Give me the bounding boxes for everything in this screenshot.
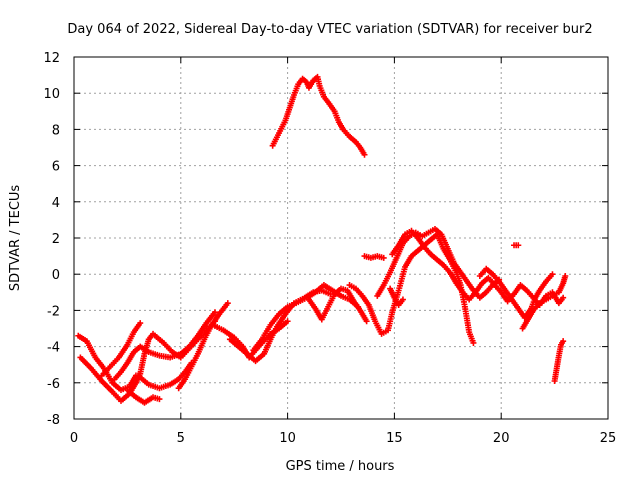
grid xyxy=(74,57,608,419)
y-tick-label: 10 xyxy=(43,87,60,102)
data-point xyxy=(549,271,556,278)
y-tick-label: -2 xyxy=(47,304,60,319)
series-track-5 xyxy=(124,387,163,406)
y-axis-label: SDTVAR / TECUs xyxy=(8,185,23,292)
y-tick-label: 12 xyxy=(43,51,60,66)
data-point xyxy=(137,320,144,327)
series-track-21 xyxy=(551,338,567,384)
series-track-19 xyxy=(511,242,522,249)
data-point xyxy=(284,318,291,325)
data-point xyxy=(562,273,569,280)
data-point xyxy=(211,309,218,316)
series-track-13 xyxy=(346,231,477,346)
y-tick-label: 4 xyxy=(52,196,60,211)
series-track-7 xyxy=(175,300,231,392)
y-tick-label: 8 xyxy=(52,123,60,138)
data-point xyxy=(560,294,567,301)
series-track-4 xyxy=(98,320,144,379)
data-point xyxy=(470,339,477,346)
series-track-18 xyxy=(476,265,556,321)
x-tick-label: 5 xyxy=(177,431,185,446)
x-tick-label: 10 xyxy=(279,431,296,446)
data-points xyxy=(75,73,569,406)
y-tick-label: -6 xyxy=(47,377,60,392)
series-track-10 xyxy=(250,282,362,354)
series-track-6 xyxy=(135,359,195,392)
plot-frame xyxy=(73,56,609,420)
data-point xyxy=(363,318,370,325)
axis-ticks: 0 5 10 15 20 25 -8 -6 -4 -2 0 2 4 6 8 10 12 xyxy=(43,51,616,446)
series-track-3 xyxy=(111,309,218,383)
x-tick-label: 15 xyxy=(386,431,403,446)
chart-title: Day 064 of 2022, Sidereal Day-to-day VTE… xyxy=(67,22,592,37)
series-track-17 xyxy=(387,285,406,308)
y-tick-label: -4 xyxy=(47,341,60,356)
y-tick-label: -8 xyxy=(47,413,60,428)
series-track-16 xyxy=(361,253,387,261)
x-tick-label: 25 xyxy=(600,431,617,446)
y-tick-label: 0 xyxy=(52,268,60,283)
series-track-11 xyxy=(269,73,368,158)
x-axis-label: GPS time / hours xyxy=(286,459,395,474)
data-point xyxy=(380,254,387,261)
data-point xyxy=(399,296,406,303)
data-point xyxy=(224,300,231,307)
data-point xyxy=(515,242,522,249)
x-tick-label: 0 xyxy=(70,431,78,446)
x-tick-label: 20 xyxy=(493,431,510,446)
data-point xyxy=(361,151,368,158)
series-track-9 xyxy=(226,287,334,365)
data-point xyxy=(156,396,163,403)
y-tick-label: 2 xyxy=(52,232,60,247)
series-track-12 xyxy=(305,285,370,325)
data-point xyxy=(560,338,567,345)
y-tick-label: 6 xyxy=(52,160,60,175)
series-track-20 xyxy=(519,273,569,332)
